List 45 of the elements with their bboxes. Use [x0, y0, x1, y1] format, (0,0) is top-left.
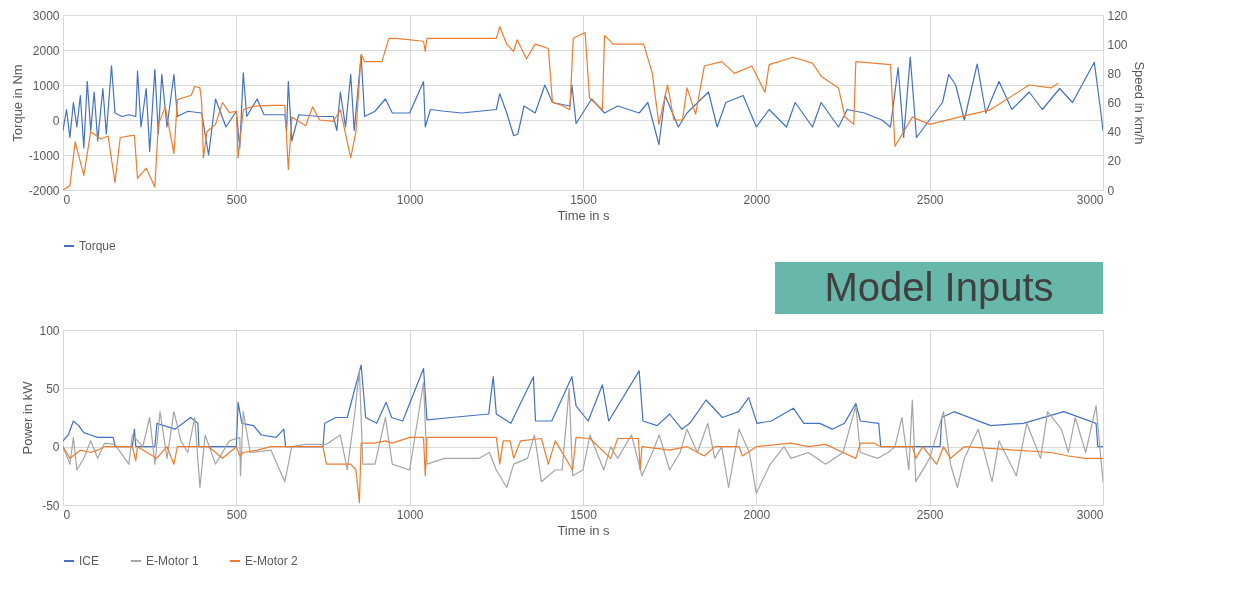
y2-tick-label: 80 — [1107, 66, 1122, 81]
y2-tick-label: 120 — [1107, 8, 1128, 23]
y2-tick-label: 40 — [1107, 125, 1122, 140]
y-tick-label: -50 — [42, 498, 60, 513]
x-tick-label: 0 — [63, 507, 71, 522]
y-tick-label: 100 — [39, 323, 60, 338]
line-series — [63, 370, 1103, 494]
line-series — [63, 364, 1103, 448]
x-tick-label: 500 — [226, 507, 248, 522]
y-axis-title: Power in kW — [20, 380, 36, 455]
legend-label: E-Motor 1 — [146, 554, 200, 568]
x-tick-label: 500 — [226, 192, 248, 207]
y2-axis-title: Speed in km/h — [1131, 61, 1147, 145]
x-tick-label: 2000 — [743, 507, 771, 522]
line-series — [63, 54, 1103, 156]
legend-label: Torque — [79, 239, 117, 253]
x-tick-label: 2000 — [743, 192, 771, 207]
y-tick-label: -2000 — [28, 183, 60, 198]
x-tick-label: 1000 — [396, 507, 424, 522]
y2-tick-label: 60 — [1107, 96, 1122, 110]
x-tick-label: 1500 — [570, 192, 598, 207]
y2-tick-label: 100 — [1107, 37, 1128, 52]
x-tick-label: 1000 — [396, 192, 424, 207]
x-tick-label: 1500 — [570, 507, 598, 522]
legend-label: E-Motor 2 — [245, 554, 299, 568]
y-tick-label: 1000 — [32, 78, 60, 93]
x-tick-label: 3000 — [1076, 192, 1104, 207]
y-tick-label: 0 — [52, 113, 60, 128]
x-tick-label: 3000 — [1076, 507, 1104, 522]
y-axis-title: Torque in Nm — [9, 64, 25, 142]
x-axis-title: Time in s — [557, 207, 611, 223]
y-tick-label: 0 — [52, 440, 60, 455]
y-tick-label: 50 — [46, 381, 60, 396]
y-tick-label: 3000 — [32, 8, 60, 23]
x-tick-label: 2500 — [916, 507, 944, 522]
y-tick-label: 2000 — [32, 43, 60, 58]
legend-label: ICE — [79, 554, 100, 568]
x-tick-label: 2500 — [916, 192, 944, 207]
line-series — [63, 26, 1059, 190]
text: Model Inputs — [824, 265, 1054, 309]
y-tick-label: -1000 — [28, 148, 60, 163]
y2-tick-label: 20 — [1107, 154, 1122, 169]
x-axis-title: Time in s — [557, 522, 611, 538]
line-series — [63, 436, 1103, 504]
x-tick-label: 0 — [63, 192, 71, 207]
